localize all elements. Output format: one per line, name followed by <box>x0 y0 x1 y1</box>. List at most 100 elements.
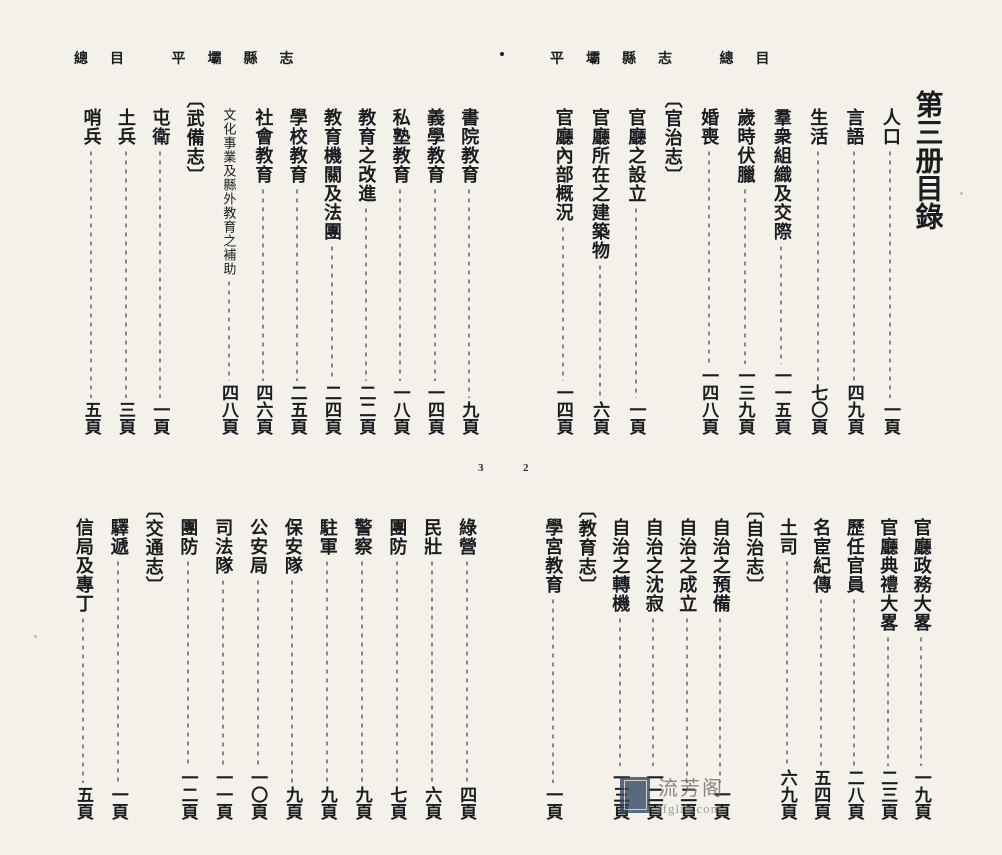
block-lower-left: 綠營四頁民壯六頁團防七頁警察九頁駐軍九頁保安隊九頁公安局一〇頁司法隊一一頁團防一… <box>66 500 484 855</box>
toc-entry: 民壯六頁 <box>416 500 447 820</box>
toc-entry-page: 五四頁 <box>808 769 833 820</box>
toc-entry-page: 一頁 <box>540 786 565 820</box>
leader-dots <box>820 597 822 766</box>
toc-entry-page: 三頁 <box>113 401 138 435</box>
section-heading-text: ︹自治志︺ <box>744 500 763 595</box>
toc-entry-label: 驛遞 <box>109 518 128 556</box>
leader-dots <box>562 225 564 381</box>
toc-entry-page: 二三頁 <box>875 769 900 820</box>
leader-dots <box>396 559 398 783</box>
toc-entry-label: 官廳政務大畧 <box>912 518 931 632</box>
leader-dots <box>296 187 298 381</box>
leader-dots <box>326 559 328 783</box>
leader-dots <box>361 559 363 783</box>
toc-entry-label: 團防 <box>179 518 198 556</box>
toc-entry-page: 一一頁 <box>210 769 235 820</box>
leader-dots <box>599 263 601 398</box>
toc-entry: 驛遞一頁 <box>103 500 134 820</box>
toc-entry: 歷任官員二八頁 <box>840 500 870 820</box>
toc-entry: 生活七〇頁 <box>802 90 834 435</box>
block-upper-left: 書院教育九頁義學教育一四頁私塾教育一八頁教育之改進二二頁教育機關及法團二四頁學校… <box>74 90 486 460</box>
running-header-right: 平壩縣志 總目 <box>550 48 792 68</box>
leader-dots <box>920 635 922 766</box>
leader-dots <box>434 187 436 381</box>
toc-entry-page: 六頁 <box>419 786 444 820</box>
leader-dots <box>552 597 554 783</box>
toc-entry: 義學教育一四頁 <box>419 90 449 435</box>
watermark-text: 流芳阁 lfglib.com <box>658 772 724 817</box>
toc-entry-page: 五頁 <box>79 401 104 435</box>
toc-entry-page: 二八頁 <box>842 769 867 820</box>
toc-entry-page: 一頁 <box>623 401 648 435</box>
leader-dots <box>159 149 161 398</box>
leader-dots <box>887 635 889 766</box>
leader-dots <box>125 149 127 398</box>
toc-entry: 公安局一〇頁 <box>242 500 273 820</box>
toc-entry-page: 一四頁 <box>551 384 576 435</box>
toc-entry-page: 九頁 <box>456 401 481 435</box>
toc-entry: 土司六九頁 <box>773 500 803 820</box>
page-number-left: 3 <box>478 462 484 474</box>
leader-dots <box>291 578 293 783</box>
page-canvas: 平壩縣志 總目 總目 平壩縣志 第三册目錄人口一頁言語四九頁生活七〇頁羣衆組織及… <box>0 0 1002 855</box>
toc-entry-label: 義學教育 <box>425 108 444 184</box>
toc-entry: 教育機關及法團二四頁 <box>316 90 346 435</box>
toc-entry: 言語四九頁 <box>838 90 870 435</box>
toc-entry: 歲時伏臘一三九頁 <box>729 90 761 435</box>
toc-entry: 綠營四頁 <box>451 500 482 820</box>
toc-entry: 文化事業及縣外教育之補助四八頁 <box>213 90 243 435</box>
section-heading: ︹交通志︺ <box>138 500 169 595</box>
section-heading-text: ︹武備志︺ <box>185 90 204 185</box>
toc-entry-label: 土兵 <box>116 108 135 146</box>
toc-entry-page: 四八頁 <box>216 384 241 435</box>
toc-entry-label: 屯衛 <box>150 108 169 146</box>
toc-entry-label: 駐軍 <box>318 518 337 556</box>
toc-entry-label: 綠營 <box>457 518 476 556</box>
toc-entry: 名宦紀傳五四頁 <box>806 500 836 820</box>
watermark: 流芳阁 lfglib.com <box>620 772 724 817</box>
leader-dots <box>468 187 470 398</box>
toc-entry: 司法隊一一頁 <box>207 500 238 820</box>
toc-entry-label: 私塾教育 <box>391 108 410 184</box>
toc-entry-page: 四九頁 <box>842 384 867 435</box>
toc-entry-label: 名宦紀傳 <box>811 518 830 594</box>
toc-entry-page: 二五頁 <box>285 384 310 435</box>
leader-dots <box>82 616 84 783</box>
leader-dots <box>780 244 782 364</box>
toc-entry: 學校教育二五頁 <box>282 90 312 435</box>
toc-entry-page: 四頁 <box>454 786 479 820</box>
section-heading-text: ︹官治志︺ <box>663 90 682 185</box>
toc-entry: 官廳所在之建築物六頁 <box>583 90 615 435</box>
leader-dots <box>228 279 230 381</box>
toc-entry: 社會教育四六頁 <box>248 90 278 435</box>
toc-entry-page: 九頁 <box>350 786 375 820</box>
gutter-dot <box>500 52 504 56</box>
toc-entry-page: 五頁 <box>71 786 96 820</box>
toc-entry-label: 信局及專丁 <box>74 518 93 613</box>
watermark-cn: 流芳阁 <box>658 772 724 801</box>
toc-entry-label: 歷任官員 <box>845 518 864 594</box>
toc-entry-page: 二二頁 <box>353 384 378 435</box>
toc-entry-label: 官廳典禮大畧 <box>878 518 897 632</box>
toc-entry-label: 歲時伏臘 <box>736 108 755 184</box>
toc-entry-page: 九頁 <box>315 786 340 820</box>
toc-entry-label: 自治之轉機 <box>610 518 629 613</box>
toc-entry-page: 一四頁 <box>422 384 447 435</box>
toc-entry-label: 公安局 <box>248 518 267 575</box>
block-upper-right: 第三册目錄人口一頁言語四九頁生活七〇頁羣衆組織及交際一一五頁歲時伏臘一三九頁婚喪… <box>545 90 945 460</box>
toc-entry-label: 自治之成立 <box>677 518 696 613</box>
leader-dots <box>117 559 119 783</box>
toc-entry-label: 保安隊 <box>283 518 302 575</box>
leader-dots <box>652 616 654 766</box>
leader-dots <box>222 578 224 766</box>
toc-entry: 屯衛一頁 <box>145 90 175 435</box>
toc-entry-page: 六頁 <box>587 401 612 435</box>
toc-entry: 書院教育九頁 <box>454 90 484 435</box>
toc-entry-label: 警察 <box>353 518 372 556</box>
toc-entry: 學宮教育一頁 <box>538 500 568 820</box>
leader-dots <box>635 206 637 398</box>
leader-dots <box>853 597 855 766</box>
toc-entry-label: 司法隊 <box>213 518 232 575</box>
page-number-right: 2 <box>523 462 529 474</box>
toc-entry-page: 一頁 <box>106 786 131 820</box>
